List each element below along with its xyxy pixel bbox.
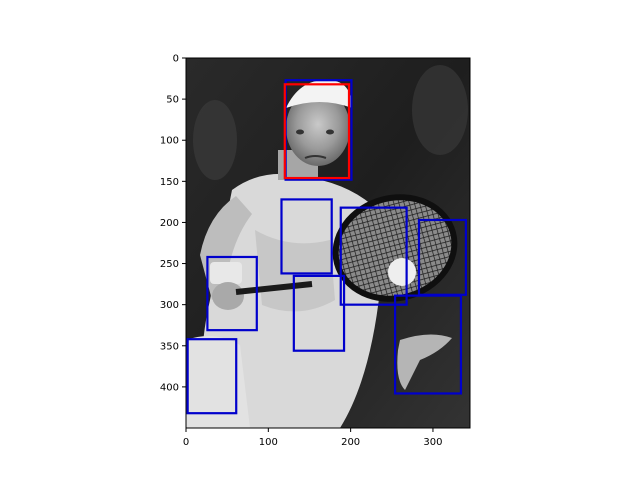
x-axis-ticks: 0 100 200 300 [183,428,443,448]
y-axis-ticks: 0 50 100 150 200 250 300 350 400 [160,54,186,394]
y-tick-label: 250 [160,259,179,270]
y-tick-label: 50 [166,95,179,106]
y-tick-label: 350 [160,341,179,352]
y-tick-label: 300 [160,300,179,311]
y-tick-label: 150 [160,177,179,188]
y-tick-label: 200 [160,218,179,229]
x-tick-label: 0 [183,437,189,448]
y-tick-label: 100 [160,136,179,147]
x-tick-label: 100 [259,437,278,448]
x-tick-label: 200 [341,437,360,448]
y-tick-label: 0 [173,54,179,65]
tennis-player-photo [186,58,470,428]
y-tick-label: 400 [160,382,179,393]
x-tick-label: 300 [423,437,442,448]
